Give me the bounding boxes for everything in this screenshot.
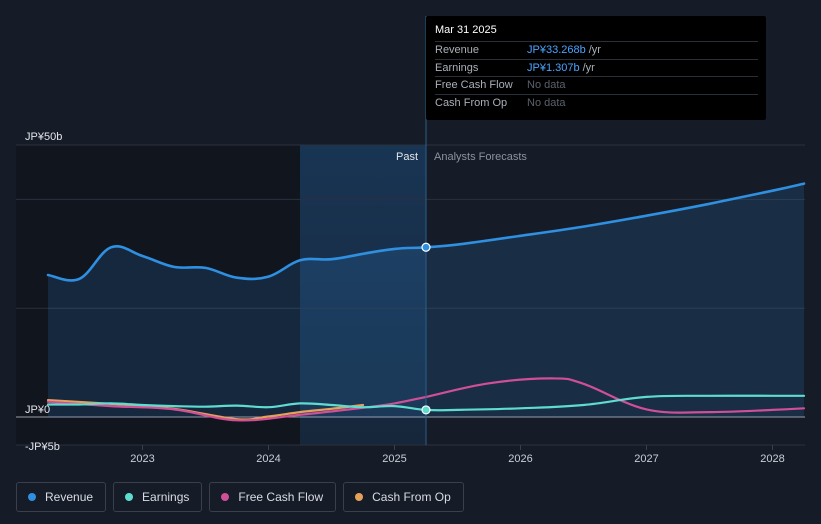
past-region-highlight xyxy=(300,145,426,445)
y-tick-label: JP¥0 xyxy=(25,404,50,416)
tooltip-value: No data xyxy=(527,79,566,92)
series-line-earnings xyxy=(46,394,806,412)
x-tick-label: 2026 xyxy=(508,453,532,465)
tooltip-label: Cash From Op xyxy=(435,96,508,109)
legend-item-earnings[interactable]: Earnings xyxy=(113,482,203,512)
x-tick-label: 2023 xyxy=(130,453,154,465)
tooltip-value: JP¥1.307b xyxy=(527,61,580,74)
highlight-markers xyxy=(421,242,431,415)
legend: Revenue Earnings Free Cash Flow Cash Fro… xyxy=(16,482,464,512)
highlight-point-earnings xyxy=(421,405,431,415)
legend-label: Earnings xyxy=(142,490,190,504)
tooltip: Mar 31 2025 Revenue JP¥33.268b /yr Earni… xyxy=(426,16,766,120)
legend-item-revenue[interactable]: Revenue xyxy=(16,482,107,512)
x-tick-label: 2025 xyxy=(382,453,406,465)
free-cash-flow-dot-icon xyxy=(221,493,230,501)
tooltip-row-earnings: Earnings JP¥1.307b /yr xyxy=(435,58,758,77)
highlight-point-revenue xyxy=(421,242,431,252)
x-tick-label: 2024 xyxy=(256,453,280,465)
tooltip-label: Revenue xyxy=(435,44,480,57)
earnings-dot-icon xyxy=(125,493,134,501)
tooltip-date: Mar 31 2025 xyxy=(435,24,497,36)
x-axis: 2023 2024 2025 2026 2027 2028 xyxy=(130,445,785,465)
x-tick-label: 2027 xyxy=(634,453,658,465)
tooltip-label: Free Cash Flow xyxy=(435,79,513,92)
y-axis: JP¥50b JP¥0 -JP¥5b xyxy=(25,131,62,453)
forecast-label: Analysts Forecasts xyxy=(434,151,527,163)
tooltip-unit: /yr xyxy=(588,44,601,57)
past-label: Past xyxy=(396,151,418,163)
revenue-dot-icon xyxy=(28,493,36,501)
legend-label: Free Cash Flow xyxy=(238,490,324,504)
grid-lines xyxy=(16,144,805,446)
legend-label: Cash From Op xyxy=(372,490,451,504)
y-tick-label: JP¥50b xyxy=(25,131,62,143)
tooltip-row-revenue: Revenue JP¥33.268b /yr xyxy=(435,41,758,59)
legend-label: Revenue xyxy=(45,490,94,504)
tooltip-row-free-cash-flow: Free Cash Flow No data xyxy=(435,76,758,94)
x-tick-label: 2028 xyxy=(760,453,784,465)
legend-item-free-cash-flow[interactable]: Free Cash Flow xyxy=(209,482,337,512)
y-tick-label: -JP¥5b xyxy=(25,441,60,453)
legend-item-cash-from-op[interactable]: Cash From Op xyxy=(343,482,464,512)
tooltip-value: No data xyxy=(527,96,566,109)
tooltip-label: Earnings xyxy=(435,61,479,74)
series-line-revenue xyxy=(46,182,806,282)
tooltip-unit: /yr xyxy=(582,61,595,74)
early-history-region xyxy=(16,145,300,445)
tooltip-value: JP¥33.268b xyxy=(527,44,586,57)
tooltip-row-cash-from-op: Cash From Op No data xyxy=(435,93,758,112)
cash-from-op-dot-icon xyxy=(355,493,364,501)
